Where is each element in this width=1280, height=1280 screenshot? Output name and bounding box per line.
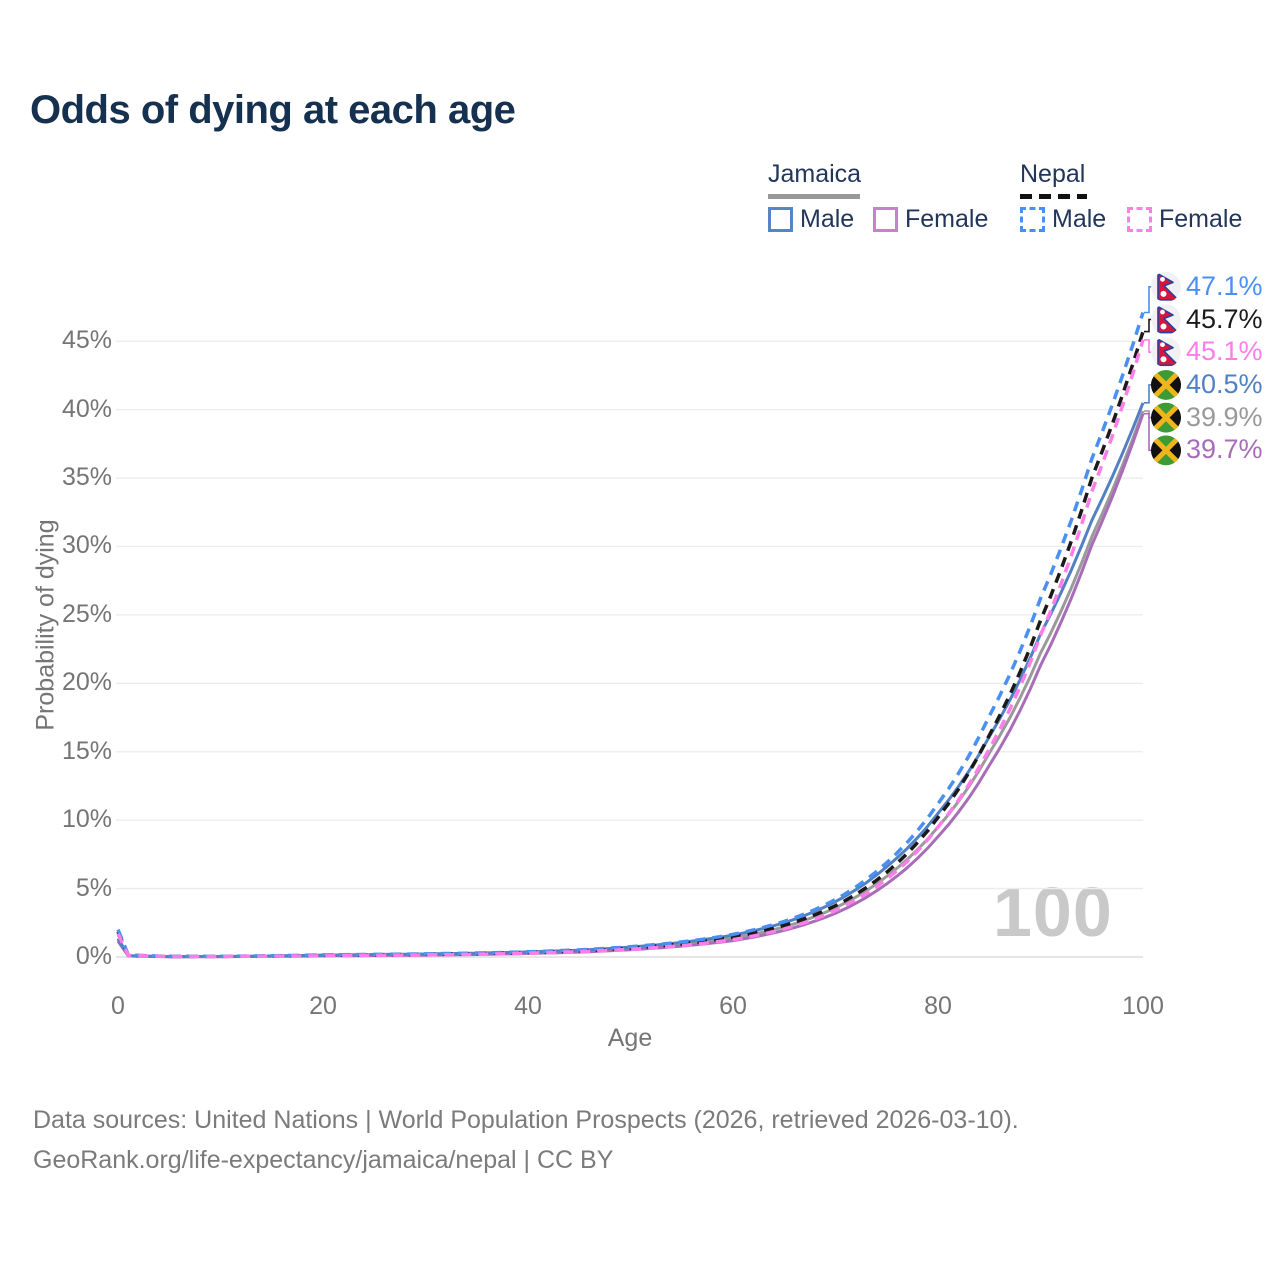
series-line-nepal-male[interactable] [116, 311, 1145, 959]
nepal-flag-icon [1151, 271, 1181, 302]
end-label-nepal-female[interactable]: 45.1% [1186, 336, 1263, 367]
legend-group-jamaica[interactable]: Jamaica [768, 160, 862, 188]
y-tick-label: 15% [61, 736, 112, 765]
y-tick-label: 30% [61, 531, 112, 560]
x-tick-label: 80 [924, 992, 952, 1020]
legend-group-nepal[interactable]: Nepal [1020, 160, 1086, 188]
end-label-nepal-male[interactable]: 47.1% [1186, 270, 1263, 301]
y-tick-label: 5% [75, 873, 112, 902]
x-tick-label: 100 [1122, 992, 1164, 1020]
legend-item-label: Male [1052, 205, 1107, 233]
jamaica-male-swatch-icon [768, 207, 793, 232]
x-tick-label: 0 [111, 992, 125, 1020]
nepal-flag-icon [1151, 304, 1181, 335]
y-tick-label: 45% [61, 326, 112, 355]
end-label-nepal-both-sexes[interactable]: 45.7% [1186, 303, 1263, 334]
x-tick-label: 60 [719, 992, 747, 1020]
legend-item-label: Female [905, 205, 989, 233]
legend-item-nepal-female[interactable]: Female [1127, 205, 1242, 234]
x-tick-label: 20 [309, 992, 337, 1020]
series-line-nepal-both-sexes[interactable] [116, 331, 1145, 959]
legend-underline-jamaica [768, 194, 860, 199]
legend-item-nepal-male[interactable]: Male [1020, 205, 1106, 234]
series-line-jamaica-male[interactable] [116, 402, 1145, 959]
nepal-flag-icon [1151, 337, 1181, 368]
page-title: Odds of dying at each age [30, 88, 516, 132]
jamaica-flag-icon [1151, 402, 1181, 433]
jamaica-flag-icon [1151, 369, 1181, 400]
end-label-jamaica-female[interactable]: 39.7% [1186, 434, 1263, 465]
y-tick-label: 25% [61, 599, 112, 628]
y-tick-label: 10% [61, 805, 112, 834]
end-label-jamaica-both-sexes[interactable]: 39.9% [1186, 401, 1263, 432]
x-tick-label: 40 [514, 992, 542, 1020]
y-tick-label: 40% [61, 394, 112, 423]
footer-attribution-link[interactable]: GeoRank.org/life-expectancy/jamaica/nepa… [33, 1146, 614, 1174]
legend-item-jamaica-male[interactable]: Male [768, 205, 854, 234]
jamaica-female-swatch-icon [873, 207, 898, 232]
age-indicator-watermark: 100 [993, 873, 1113, 951]
legend-item-label: Female [1159, 205, 1243, 233]
y-tick-label: 35% [61, 463, 112, 492]
legend-item-jamaica-female[interactable]: Female [873, 205, 988, 234]
y-tick-label: 20% [61, 668, 112, 697]
legend-item-label: Male [800, 205, 855, 233]
legend-underline-nepal [1020, 194, 1087, 199]
footer-data-sources: Data sources: United Nations | World Pop… [33, 1106, 1019, 1134]
y-tick-label: 0% [75, 942, 112, 970]
jamaica-flag-icon [1151, 435, 1181, 466]
nepal-female-swatch-icon [1127, 207, 1152, 232]
series-line-nepal-female[interactable] [116, 339, 1145, 959]
series-line-jamaica-female[interactable] [116, 413, 1145, 959]
x-axis-title: Age [607, 1024, 653, 1052]
end-label-jamaica-male[interactable]: 40.5% [1186, 368, 1263, 399]
nepal-male-swatch-icon [1020, 207, 1045, 232]
